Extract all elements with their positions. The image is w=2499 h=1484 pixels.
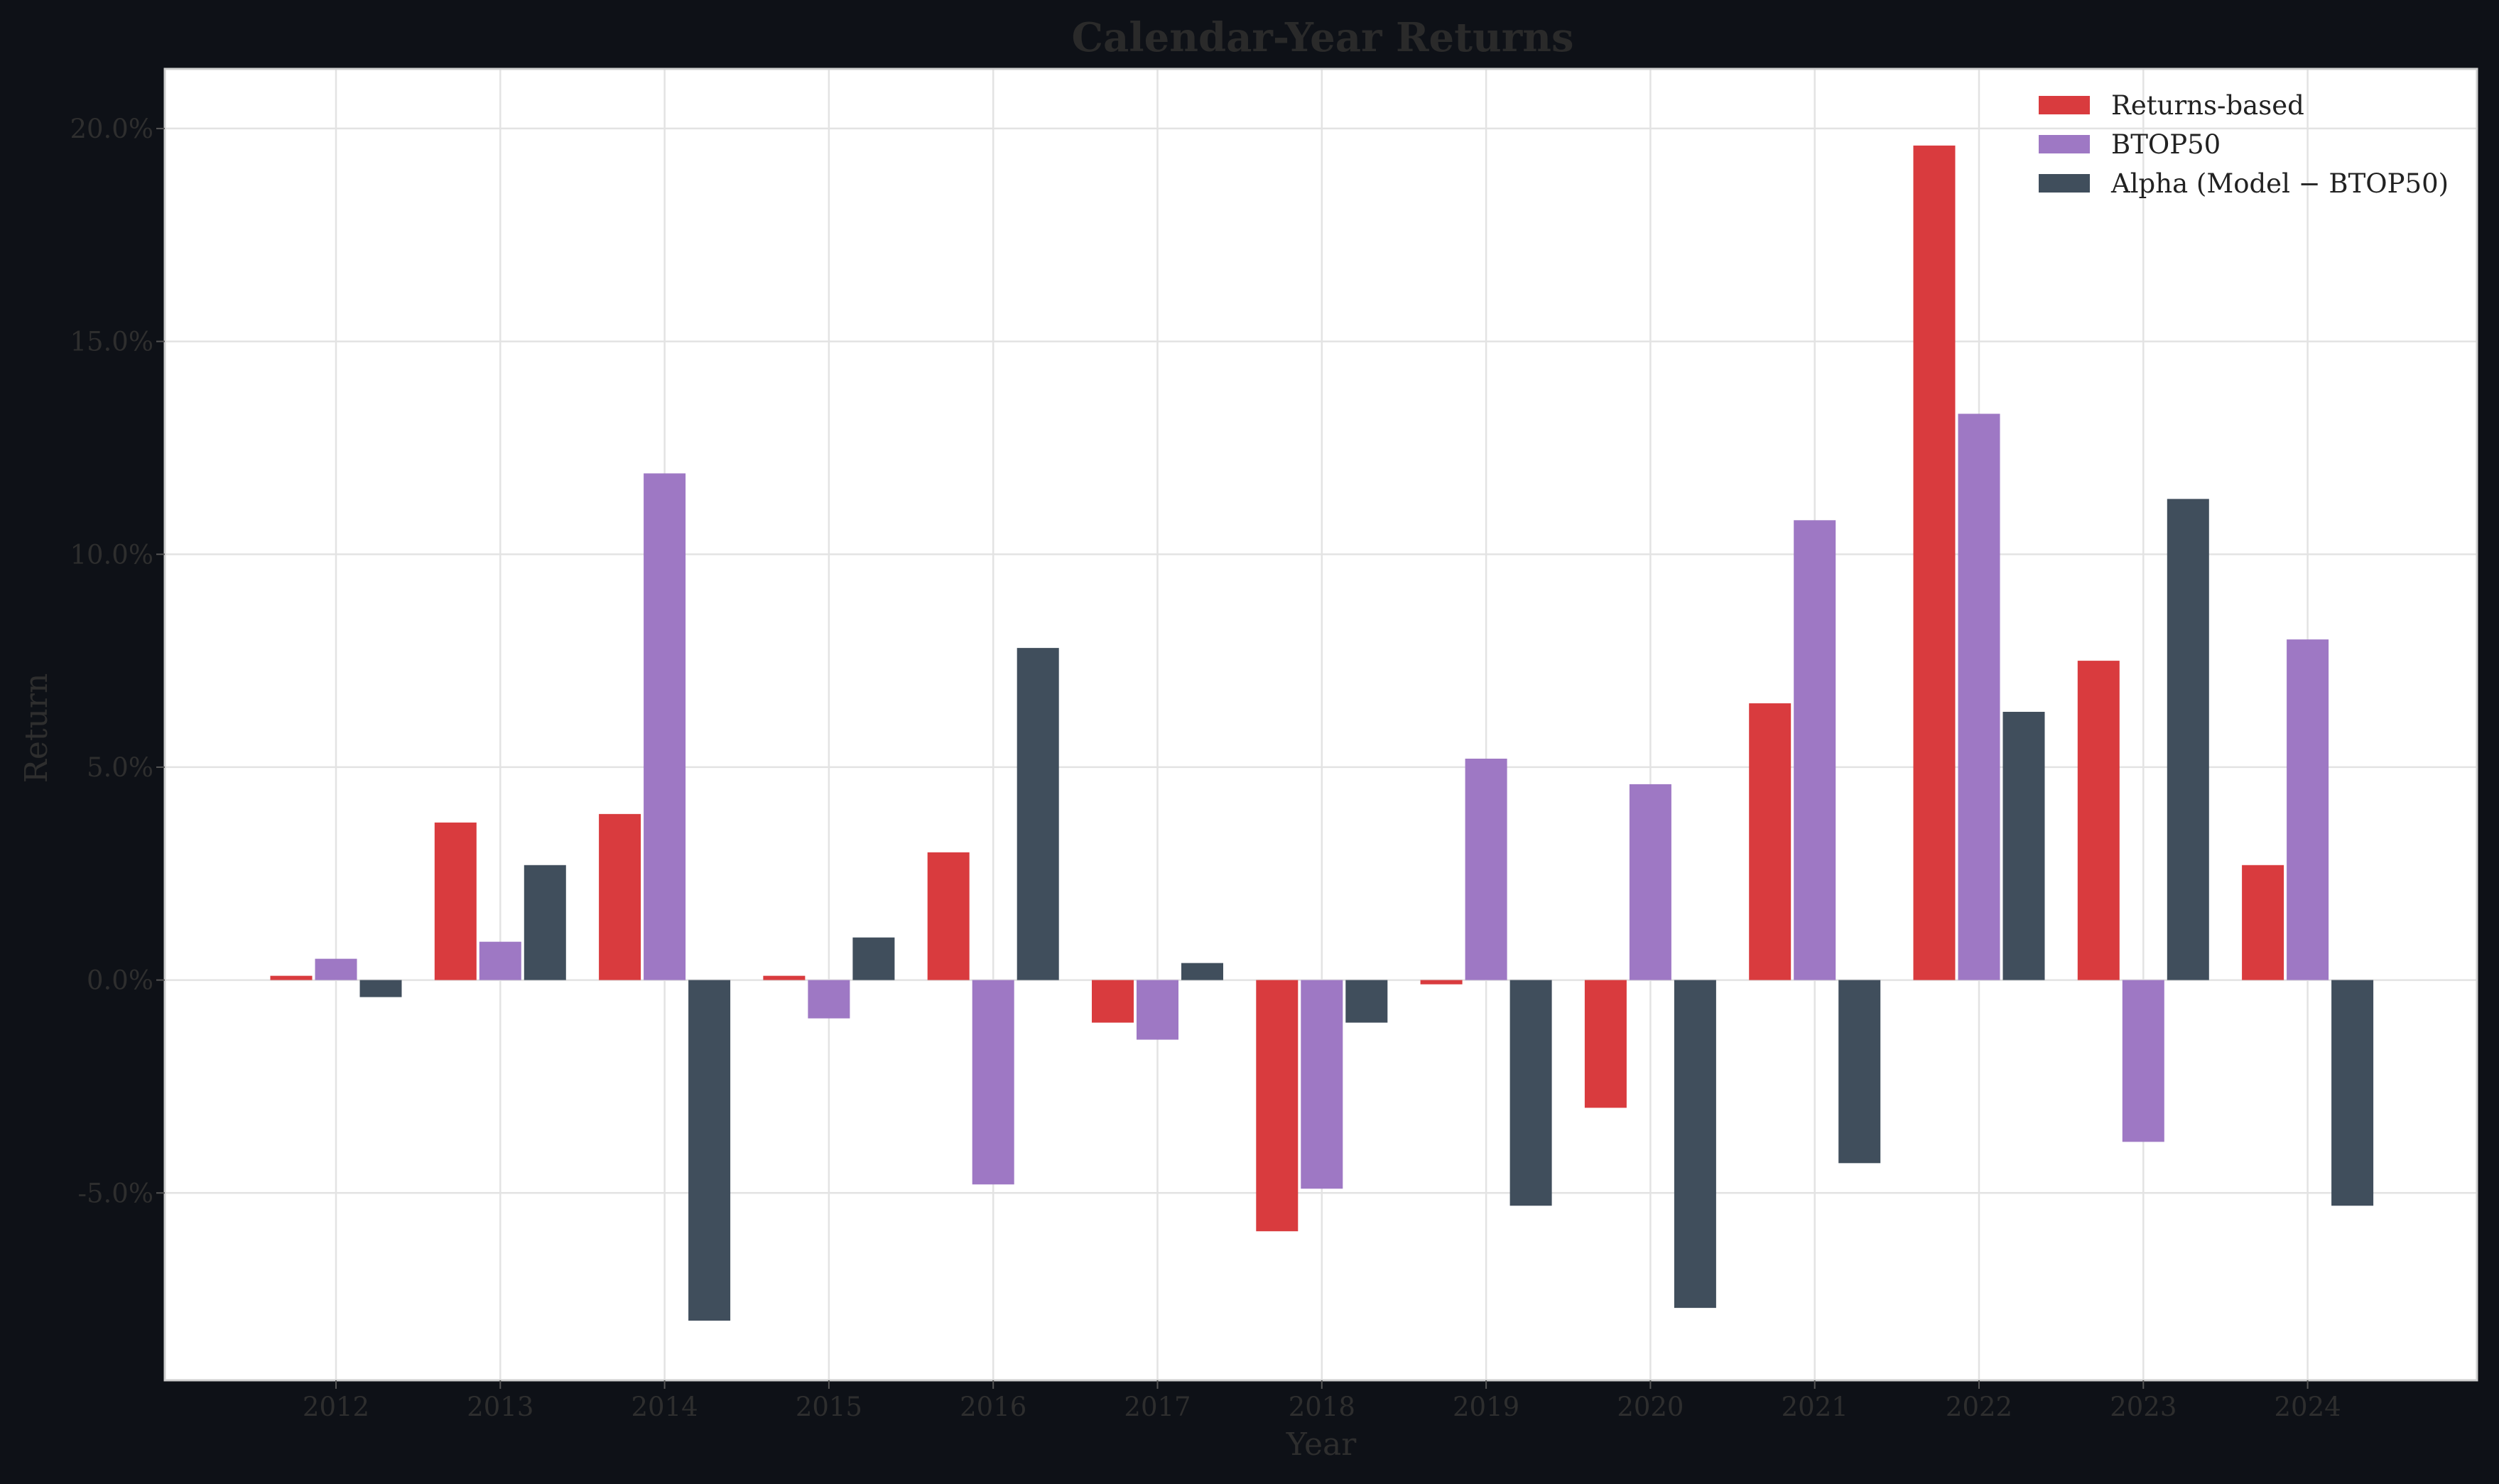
x-tick-label: 2019 [1453,1392,1519,1422]
y-tick-label: 5.0% [87,752,153,783]
bar-btop50-2024 [2287,639,2329,980]
legend-label: Returns-based [2111,90,2304,121]
bar-returns-based-2019 [1420,980,1463,985]
y-tick-label: 15.0% [70,327,153,357]
legend-swatch [2039,96,2090,114]
x-tick-label: 2014 [631,1392,698,1422]
bar-btop50-2014 [644,473,686,980]
y-axis-title: Return [18,673,55,784]
bar-returns-based-2024 [2242,865,2284,980]
bar-alpha-model-btop50-2020 [1674,980,1716,1309]
legend: Returns-based BTOP50 Alpha (Model − BTOP50… [2039,90,2449,199]
x-tick-label: 2024 [2275,1392,2341,1422]
bar-alpha-model-btop50-2014 [688,980,731,1321]
y-tick-label: 10.0% [70,539,153,570]
bar-alpha-model-btop50-2012 [359,980,402,997]
bar-returns-based-2013 [434,822,477,980]
bar-alpha-model-btop50-2015 [852,937,895,980]
y-tick-label: 20.0% [70,114,153,144]
y-tick-label: -5.0% [77,1178,153,1208]
bar-returns-based-2023 [2077,661,2120,980]
bar-alpha-model-btop50-2019 [1509,980,1552,1206]
bar-btop50-2022 [1958,413,2000,980]
x-axis-title: Year [1286,1426,1357,1463]
bar-btop50-2017 [1137,980,1178,1040]
bar-returns-based-2015 [763,975,806,980]
y-axis-ticks: -5.0% 0.0% 5.0% 10.0% 15.0% 20.0% [70,114,165,1208]
x-tick-label: 2016 [960,1392,1026,1422]
bar-returns-based-2020 [1584,980,1627,1108]
x-tick-label: 2022 [1946,1392,2012,1422]
legend-swatch [2039,135,2090,153]
bar-btop50-2018 [1301,980,1343,1189]
bar-alpha-model-btop50-2013 [524,865,566,980]
bar-returns-based-2022 [1913,145,1956,980]
chart-title: Calendar-Year Returns [1071,14,1573,61]
bar-btop50-2015 [808,980,850,1019]
bars-group [270,145,2374,1321]
x-tick-label: 2021 [1782,1392,1848,1422]
bar-returns-based-2014 [599,813,641,980]
bar-alpha-model-btop50-2022 [2002,712,2045,980]
bar-btop50-2023 [2122,980,2164,1142]
x-tick-label: 2015 [796,1392,862,1422]
bar-btop50-2020 [1629,784,1671,980]
x-tick-label: 2013 [467,1392,533,1422]
bar-btop50-2016 [972,980,1014,1185]
bar-alpha-model-btop50-2023 [2167,499,2209,980]
bar-returns-based-2012 [270,975,313,980]
y-tick-label: 0.0% [87,965,153,996]
legend-label: BTOP50 [2111,129,2221,160]
x-tick-label: 2023 [2110,1392,2177,1422]
bar-returns-based-2016 [927,852,970,980]
bar-btop50-2012 [315,958,357,980]
bar-returns-based-2018 [1256,980,1299,1232]
x-tick-label: 2020 [1617,1392,1684,1422]
bar-alpha-model-btop50-2021 [1838,980,1881,1164]
bar-alpha-model-btop50-2016 [1017,648,1059,980]
x-axis-ticks: 2012 2013 2014 2015 2016 2017 2018 2019 2020 2021… [303,1380,2341,1422]
legend-label: Alpha (Model − BTOP50) [2110,168,2449,199]
bar-btop50-2021 [1794,520,1836,980]
bar-returns-based-2017 [1092,980,1134,1023]
legend-swatch [2039,174,2090,193]
plot-frame [163,67,2478,1382]
bar-returns-based-2021 [1749,703,1791,980]
x-tick-label: 2017 [1124,1392,1191,1422]
x-tick-label: 2018 [1289,1392,1355,1422]
bar-alpha-model-btop50-2017 [1181,963,1223,980]
bar-btop50-2019 [1465,758,1507,980]
bar-alpha-model-btop50-2018 [1345,980,1388,1023]
bar-alpha-model-btop50-2024 [2331,980,2374,1206]
x-tick-label: 2012 [303,1392,369,1422]
bar-btop50-2013 [479,941,521,980]
